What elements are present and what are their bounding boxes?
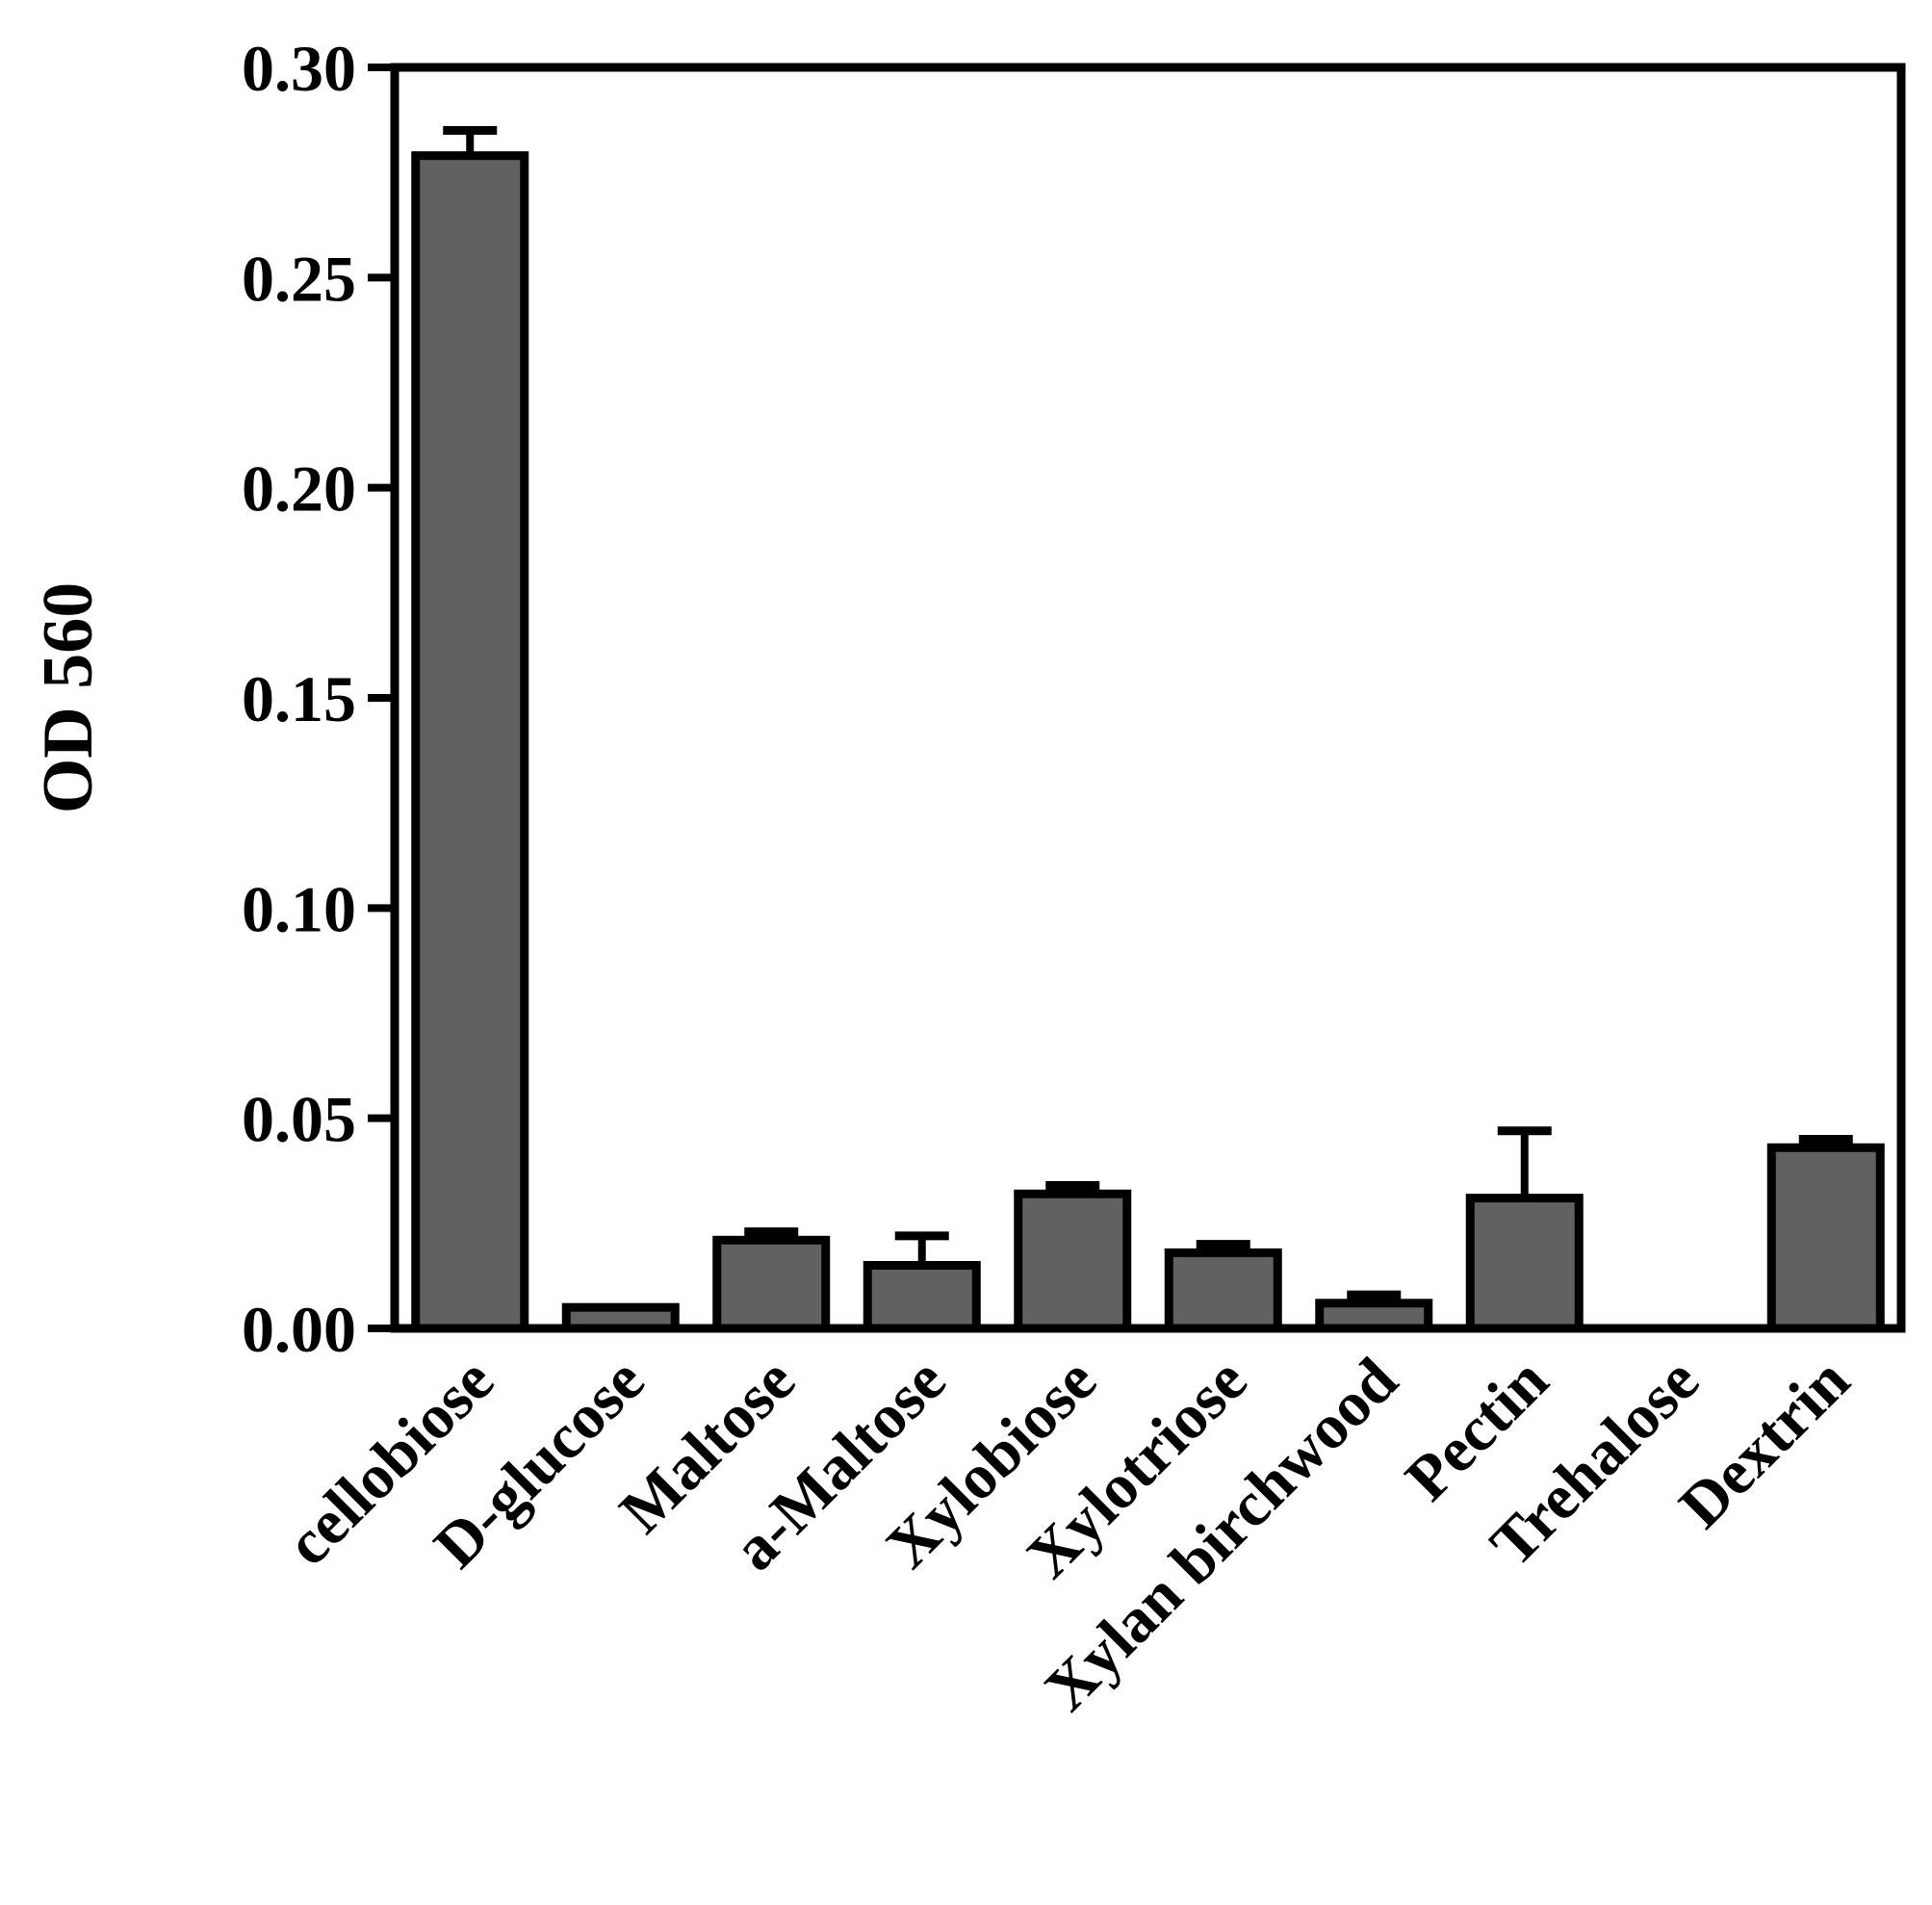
bar-xylan-birchwood: [1315, 1299, 1433, 1333]
bar-pectin: [1465, 1194, 1584, 1333]
y-tick-label: 0.20: [242, 452, 356, 526]
bar-cellobiose: [411, 151, 529, 1333]
bar-maltose: [712, 1235, 831, 1333]
y-axis: 0.00 0.05 0.10 0.15 0.20 0.25 0.30: [242, 32, 395, 1366]
bar-dextrin: [1766, 1143, 1885, 1333]
bar-a-maltose: [863, 1261, 981, 1333]
y-tick-label: 0.25: [242, 242, 356, 315]
y-tick-label: 0.30: [242, 32, 356, 105]
y-axis-title: OD 560: [29, 582, 108, 814]
bar-xylobiose: [1014, 1189, 1132, 1333]
y-tick-label: 0.15: [242, 662, 356, 735]
bar-xylotriose: [1164, 1248, 1282, 1333]
y-tick-label: 0.05: [242, 1083, 356, 1156]
bars: [411, 126, 1885, 1333]
y-tick-label: 0.10: [242, 872, 356, 945]
y-tick-label: 0.00: [242, 1293, 356, 1366]
plot-frame: [390, 63, 1906, 1333]
bar-d-glucose: [561, 1302, 680, 1333]
x-axis-labels: cellobioseD-glucoseMaltosea-MaltoseXylob…: [272, 1345, 1863, 1724]
x-tick-label: Dextrin: [1666, 1345, 1864, 1542]
